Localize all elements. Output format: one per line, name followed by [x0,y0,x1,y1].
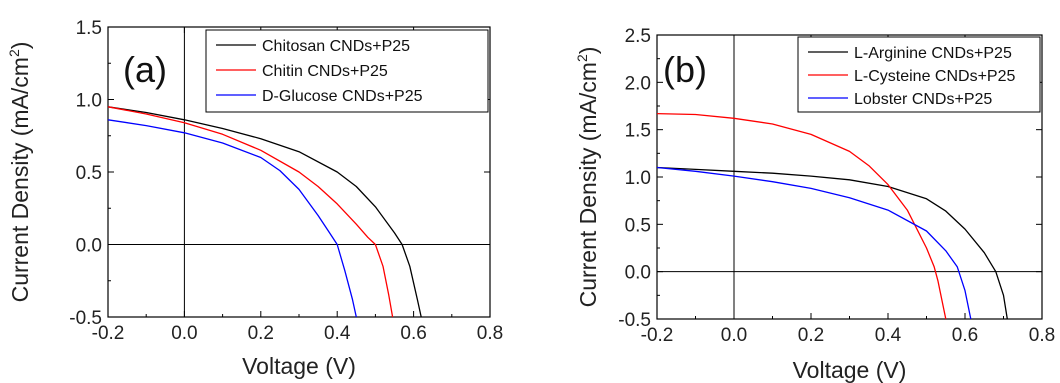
y-tick-label: 0.5 [76,163,102,184]
panel-label: (a) [123,49,167,90]
x-tick-label: 0.8 [477,323,503,344]
panel-label: (b) [663,49,707,90]
legend-label: Chitosan CNDs+P25 [262,38,410,55]
y-axis-label-close: ) [575,47,601,55]
legend-label: Chitin CNDs+P25 [262,63,388,80]
y-tick-label: -0.5 [69,308,102,329]
x-tick-label: 0.2 [248,323,274,344]
legend-label: Lobster CNDs+P25 [854,91,992,108]
y-axis-label-close: ) [7,42,33,50]
series-line-0 [657,168,1007,320]
x-tick-label: 0.0 [721,325,747,346]
legend: L-Arginine CNDs+P25 L-Cysteine CNDs+P25 Lo… [798,37,1040,112]
series-line-1 [657,114,946,319]
y-tick-label: 0.0 [625,263,651,284]
y-tick-label: 2.0 [625,73,651,94]
x-axis-label: Voltage (V) [242,353,356,379]
y-axis-label: Current Density (mA/cm2) [6,42,33,303]
legend-label: D-Glucose CNDs+P25 [262,88,423,105]
x-tick-label: 0.6 [400,323,426,344]
legend-label: L-Cysteine CNDs+P25 [854,68,1016,85]
x-tick-label: 0.0 [171,323,197,344]
x-tick-label: 0.2 [798,325,824,346]
y-tick-label: 1.5 [625,121,651,142]
x-tick-label: 0.6 [952,325,978,346]
y-tick-label: 1.0 [76,91,102,112]
y-axis-label-main: Current Density (mA/cm [575,62,601,307]
x-tick-label: 0.4 [324,323,351,344]
series-line-2 [108,120,356,317]
legend-label: L-Arginine CNDs+P25 [854,45,1012,62]
y-tick-label: 0.0 [76,236,102,257]
y-tick-label: 1.5 [76,18,102,39]
y-axis-label-main: Current Density (mA/cm [7,57,33,302]
y-axis-label: Current Density (mA/cm2) [574,47,601,308]
chart-panel-1: -0.2 0.0 0.2 0.4 0.6 0.8-0.50.00.51.01.52.02.… [574,26,1055,383]
y-tick-label: 1.0 [625,168,651,189]
y-tick-label: 2.5 [625,26,651,47]
y-tick-label: -0.5 [618,310,651,331]
y-axis-label-superscript: 2 [6,49,22,57]
y-tick-label: 0.5 [625,215,651,236]
series-line-0 [108,107,421,317]
x-axis-label: Voltage (V) [793,357,907,383]
chart-panel-0: -0.2 0.0 0.2 0.4 0.6 0.8-0.50.00.51.01.5Chito… [6,18,503,379]
x-tick-label: 0.8 [1029,325,1055,346]
y-axis-label-superscript: 2 [574,54,590,62]
legend: Chitosan CNDs+P25 Chitin CNDs+P25 D-Glucos… [206,30,488,112]
series-line-1 [108,107,393,317]
x-tick-label: 0.4 [875,325,902,346]
